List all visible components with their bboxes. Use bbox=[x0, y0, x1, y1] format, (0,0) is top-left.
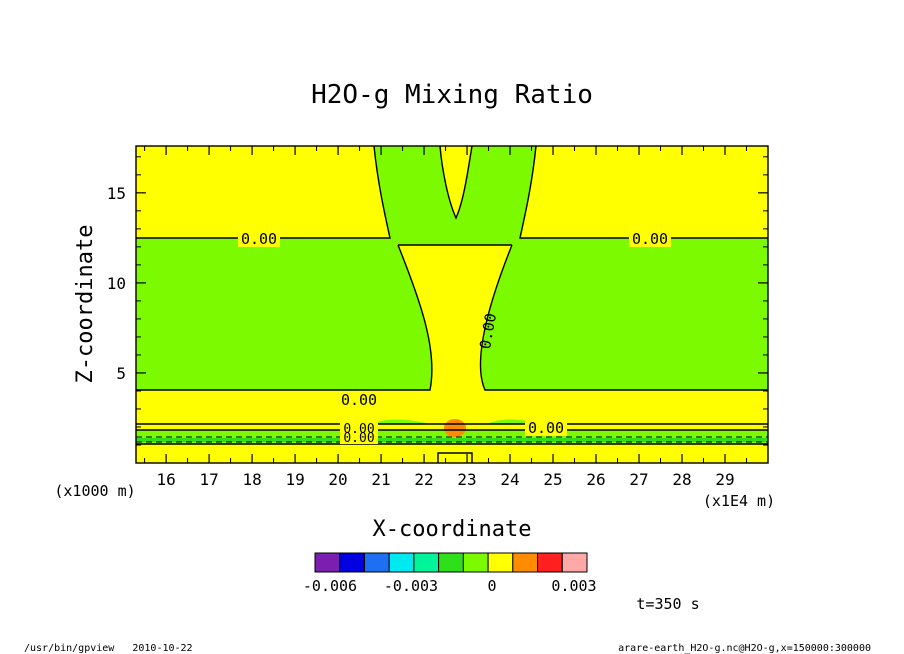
plot-frame bbox=[135, 145, 769, 464]
colorbar-swatch bbox=[561, 552, 588, 573]
x-unit-label: (x1E4 m) bbox=[703, 492, 775, 510]
colorbar bbox=[314, 552, 588, 573]
colorbar-label: -0.003 bbox=[384, 577, 438, 595]
chart-title: H2O-g Mixing Ratio bbox=[311, 80, 593, 110]
x-axis-label: X-coordinate bbox=[373, 517, 532, 542]
x-tick-label: 23 bbox=[457, 470, 476, 489]
colorbar-swatch bbox=[363, 552, 390, 573]
contour-label: 0.00 bbox=[343, 431, 374, 446]
y-ticks: 5 10 15 bbox=[107, 156, 768, 446]
colorbar-label: 0.003 bbox=[551, 577, 596, 595]
x-tick-label: 18 bbox=[242, 470, 261, 489]
colorbar-swatch bbox=[388, 552, 415, 573]
y-tick-label: 15 bbox=[107, 184, 126, 203]
x-tick-label: 19 bbox=[285, 470, 304, 489]
contour-label: 0.00 bbox=[343, 422, 374, 437]
colorbar-swatch bbox=[487, 552, 514, 573]
y-tick-label: 5 bbox=[116, 364, 126, 383]
time-label: t=350 s bbox=[636, 595, 699, 613]
x-tick-label: 16 bbox=[156, 470, 175, 489]
contour-lines bbox=[136, 146, 768, 463]
contour-label: 0.00 bbox=[632, 230, 668, 248]
colorbar-swatch bbox=[314, 552, 341, 573]
colorbar-swatch bbox=[537, 552, 563, 573]
x-tick-label: 21 bbox=[371, 470, 390, 489]
y-axis-label: Z-coordinate bbox=[73, 225, 98, 384]
x-tick-label: 20 bbox=[328, 470, 347, 489]
x-tick-label: 17 bbox=[199, 470, 218, 489]
x-tick-label: 27 bbox=[629, 470, 648, 489]
colorbar-swatch bbox=[438, 552, 464, 573]
green-region-upper bbox=[136, 146, 768, 390]
contour-label: 0.00 bbox=[528, 419, 564, 437]
footer-right: arare-earth_H2O-g.nc@H2O-g,x=150000:3000… bbox=[618, 643, 871, 654]
x-tick-label: 22 bbox=[414, 470, 433, 489]
x-tick-label: 24 bbox=[500, 470, 519, 489]
x-tick-label: 25 bbox=[543, 470, 562, 489]
y-unit-label: (x1000 m) bbox=[54, 482, 135, 500]
x-ticks: 16 17 18 19 20 21 22 23 24 25 26 27 28 29 bbox=[144, 146, 748, 489]
contour-label: 0.00 bbox=[241, 230, 277, 248]
contour-label: 0.00 bbox=[341, 391, 377, 409]
colorbar-swatch bbox=[339, 552, 365, 573]
colorbar-label: 0 bbox=[487, 577, 496, 595]
y-tick-label: 10 bbox=[107, 274, 126, 293]
bright-green-band bbox=[136, 438, 768, 442]
orange-blob bbox=[444, 419, 466, 437]
x-tick-label: 29 bbox=[715, 470, 734, 489]
x-tick-label: 26 bbox=[586, 470, 605, 489]
colorbar-label: -0.006 bbox=[303, 577, 357, 595]
contour-label: 0.00 bbox=[476, 312, 500, 351]
yellow-bottom-notch bbox=[438, 453, 472, 463]
green-lobe-left bbox=[372, 419, 430, 424]
colorbar-swatch bbox=[413, 552, 440, 573]
colorbar-swatch bbox=[512, 552, 539, 573]
plot-area: 0.00 0.00 0.00 0.00 0.00 0.00 0.00 16 17 1… bbox=[107, 145, 769, 489]
x-tick-label: 28 bbox=[672, 470, 691, 489]
negative-contours bbox=[136, 436, 768, 443]
footer-left: /usr/bin/gpview 2010-10-22 bbox=[24, 643, 193, 654]
colorbar-swatch bbox=[462, 552, 489, 573]
